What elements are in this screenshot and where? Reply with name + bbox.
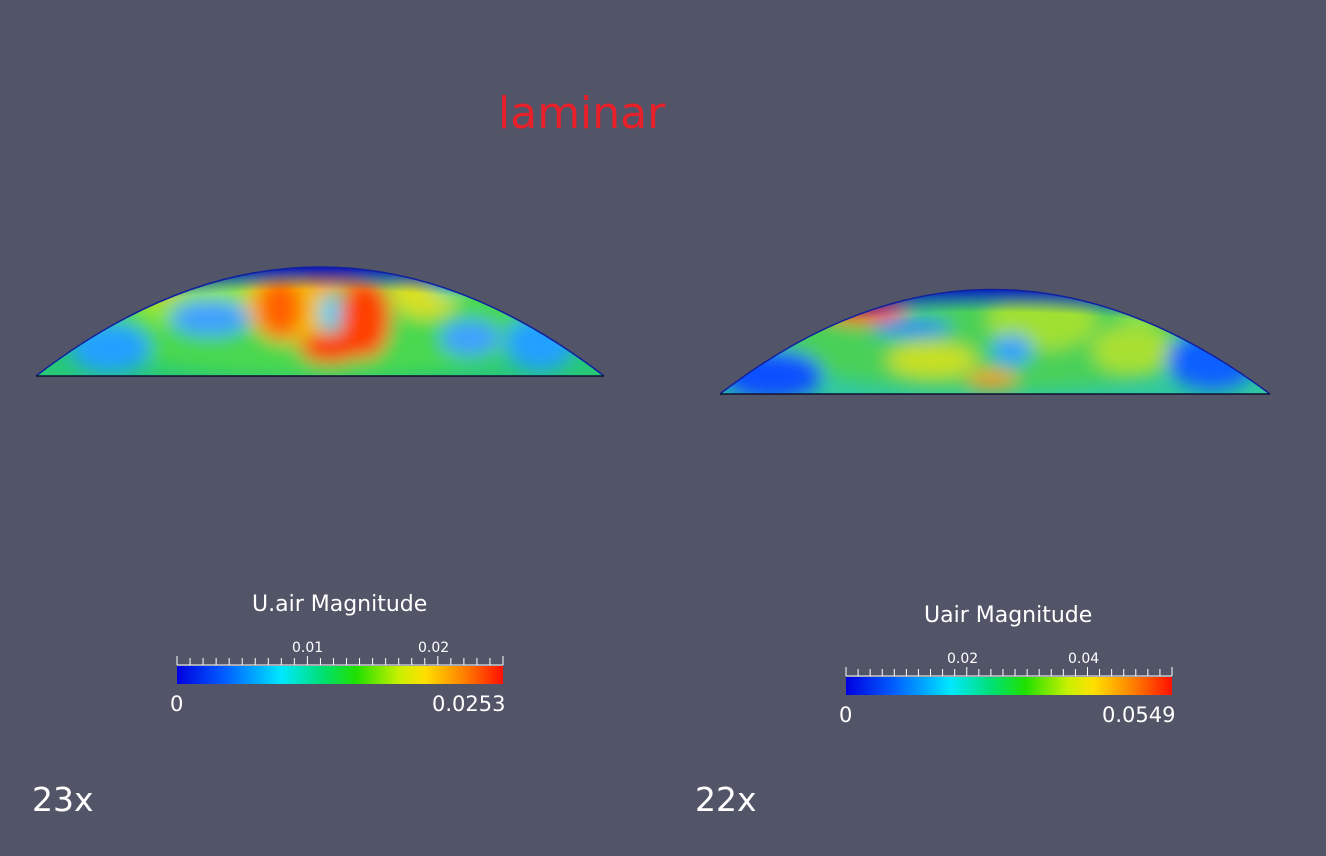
right-tick-label-1: 0.02: [947, 651, 979, 667]
left-tick-label-1: 0.01: [292, 640, 324, 656]
left-field-view[interactable]: [30, 228, 610, 382]
right-max-label: 0.0549: [1102, 703, 1176, 727]
right-colorbar: [845, 667, 1175, 703]
left-colorbar-graphic: [176, 656, 504, 684]
left-min-label: 0: [170, 692, 184, 716]
left-velocity-contour: [35, 266, 605, 377]
right-case-label: 22x: [695, 780, 757, 819]
left-colorbar: [176, 656, 506, 692]
right-min-label: 0: [839, 703, 853, 727]
right-tick-label-2: 0.04: [1068, 651, 1100, 667]
left-max-label: 0.0253: [432, 692, 506, 716]
right-legend-title: Uair Magnitude: [924, 603, 1093, 628]
left-case-label: 23x: [32, 780, 94, 819]
right-colorbar-graphic: [845, 667, 1173, 695]
left-legend-title: U.air Magnitude: [252, 592, 428, 617]
right-velocity-contour: [719, 288, 1271, 395]
right-field-view[interactable]: [712, 250, 1278, 400]
plot-title: laminar: [498, 88, 666, 139]
left-tick-label-2: 0.02: [418, 640, 450, 656]
